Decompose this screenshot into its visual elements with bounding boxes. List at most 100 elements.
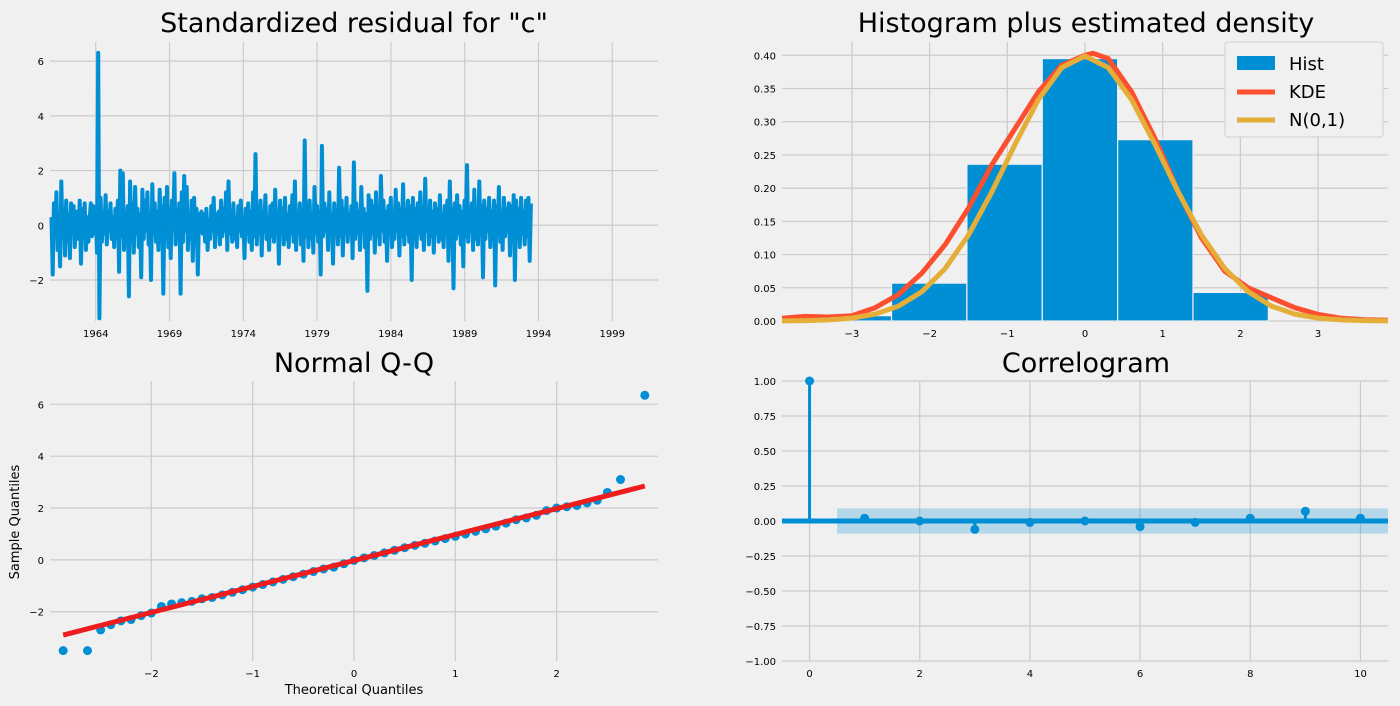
x-tick-label: 6 — [1137, 669, 1143, 680]
x-tick-label: 1989 — [452, 329, 477, 340]
x-tick-label: 1979 — [304, 329, 329, 340]
qq-ylabel: Sample Quantiles — [8, 464, 23, 579]
y-tick-label: 1.00 — [754, 377, 776, 388]
qq-panel: Normal Q-Q −2 −1 0 1 2 −2 0 2 4 6 Theoretical Qua… — [8, 348, 658, 698]
y-tick-label: 0.10 — [754, 251, 776, 262]
acf-marks — [782, 376, 1388, 534]
x-tick-label: 2 — [917, 669, 923, 680]
x-tick-label: 3 — [1315, 329, 1321, 340]
y-tick-label: 0.35 — [754, 85, 776, 96]
resid-panel: Standardized residual for "c" 1964 1969 19… — [29, 8, 658, 340]
residual-line — [49, 50, 533, 321]
kde-line — [781, 50, 1389, 323]
legend-kde-label: KDE — [1289, 82, 1326, 103]
acf-point — [1300, 506, 1310, 516]
x-tick-label: 4 — [1027, 669, 1033, 680]
x-tick-label: 2 — [553, 669, 559, 680]
acf-grid — [782, 380, 1388, 662]
histogram-bar — [1041, 58, 1119, 322]
qq-marks — [58, 390, 650, 656]
x-tick-label: 1 — [452, 669, 458, 680]
qq-xlabel: Theoretical Quantiles — [284, 683, 424, 698]
acf-ticks: 0 2 4 6 8 10 −1.00 −0.75 −0.50 −0.25 0.00 0.25 0.50 0… — [745, 377, 1366, 680]
y-tick-label: −0.50 — [745, 587, 776, 598]
acf-panel: Correlogram 0 2 4 6 8 10−1.00−0.75−0.50−0.250… — [745, 348, 1388, 680]
y-tick-label: −2 — [29, 608, 44, 619]
x-tick-label: 0 — [351, 669, 357, 680]
acf-point — [1135, 522, 1145, 532]
resid-marks — [49, 50, 533, 321]
y-tick-label: 0.05 — [754, 284, 776, 295]
qq-point — [58, 646, 68, 656]
acf-point — [1190, 517, 1200, 527]
x-tick-label: 1974 — [231, 329, 256, 340]
hist-title: Histogram plus estimated density — [858, 8, 1315, 39]
normal-density-line — [781, 53, 1389, 324]
x-tick-label: −2 — [144, 669, 159, 680]
y-tick-label: 6 — [38, 57, 44, 68]
x-tick-label: 2 — [1237, 329, 1243, 340]
y-tick-label: 0.40 — [754, 51, 776, 62]
x-tick-label: 1 — [1160, 329, 1166, 340]
qq-grid — [50, 381, 658, 661]
qq-point — [82, 646, 92, 656]
x-tick-label: 1999 — [600, 329, 625, 340]
x-tick-label: 0 — [1082, 329, 1088, 340]
acf-point — [860, 513, 870, 523]
y-tick-label: −0.75 — [745, 622, 776, 633]
acf-title: Correlogram — [1002, 348, 1170, 379]
qq-ticks: −2 −1 0 1 2 −2 0 2 4 6 — [29, 400, 560, 680]
legend-normal-label: N(0,1) — [1289, 110, 1345, 131]
y-tick-label: 6 — [38, 400, 44, 411]
x-tick-label: −2 — [922, 329, 937, 340]
hist-marks — [781, 50, 1389, 324]
histogram-bar — [1117, 139, 1194, 322]
acf-point — [915, 516, 925, 526]
y-tick-label: 0.25 — [754, 151, 776, 162]
resid-ticks: 1964 1969 1974 1979 1984 1989 1994 1999 −2 0 2 4 6 — [29, 57, 625, 340]
hist-ticks: −3 −2 −1 0 1 2 3 0.00 0.05 0.10 0.15 0.20 0.25 0.30 0.… — [754, 51, 1322, 340]
resid-title: Standardized residual for "c" — [160, 8, 548, 39]
y-tick-label: 0 — [38, 221, 44, 232]
x-tick-label: −1 — [1000, 329, 1015, 340]
qq-point — [616, 475, 626, 485]
y-tick-label: 0.30 — [754, 118, 776, 129]
acf-point — [1355, 513, 1365, 523]
x-tick-label: 0 — [806, 669, 812, 680]
qq-reference-line — [62, 483, 646, 638]
y-tick-label: 0.20 — [754, 184, 776, 195]
y-tick-label: 0.15 — [754, 217, 776, 228]
acf-point — [1025, 517, 1035, 527]
y-tick-label: −2 — [29, 276, 44, 287]
x-tick-label: 1994 — [526, 329, 551, 340]
y-tick-label: −0.25 — [745, 552, 776, 563]
legend-hist-swatch — [1237, 56, 1275, 70]
x-tick-label: 1964 — [83, 329, 108, 340]
acf-point — [1080, 516, 1090, 526]
x-tick-label: −1 — [245, 669, 260, 680]
y-tick-label: 0.00 — [754, 317, 776, 328]
hist-panel: Histogram plus estimated density −3 −2 −1 0… — [754, 8, 1389, 340]
acf-point — [1245, 513, 1255, 523]
x-tick-label: −3 — [845, 329, 860, 340]
y-tick-label: 0 — [38, 556, 44, 567]
acf-point — [970, 524, 980, 534]
y-tick-label: 4 — [38, 452, 44, 463]
x-tick-label: 1984 — [378, 329, 403, 340]
legend-hist-label: Hist — [1289, 54, 1324, 75]
y-tick-label: 0.75 — [754, 412, 776, 423]
y-tick-label: 0.25 — [754, 482, 776, 493]
acf-point — [805, 376, 815, 386]
y-tick-label: 2 — [38, 167, 44, 178]
y-tick-label: 4 — [38, 112, 44, 123]
qq-title: Normal Q-Q — [274, 348, 434, 379]
qq-point — [640, 390, 650, 400]
y-tick-label: −1.00 — [745, 657, 776, 668]
y-tick-label: 2 — [38, 504, 44, 515]
x-tick-label: 1969 — [157, 329, 182, 340]
hist-legend: Hist KDE N(0,1) — [1224, 41, 1384, 138]
x-tick-label: 8 — [1247, 669, 1253, 680]
y-tick-label: 0.50 — [754, 447, 776, 458]
y-tick-label: 0.00 — [754, 517, 776, 528]
